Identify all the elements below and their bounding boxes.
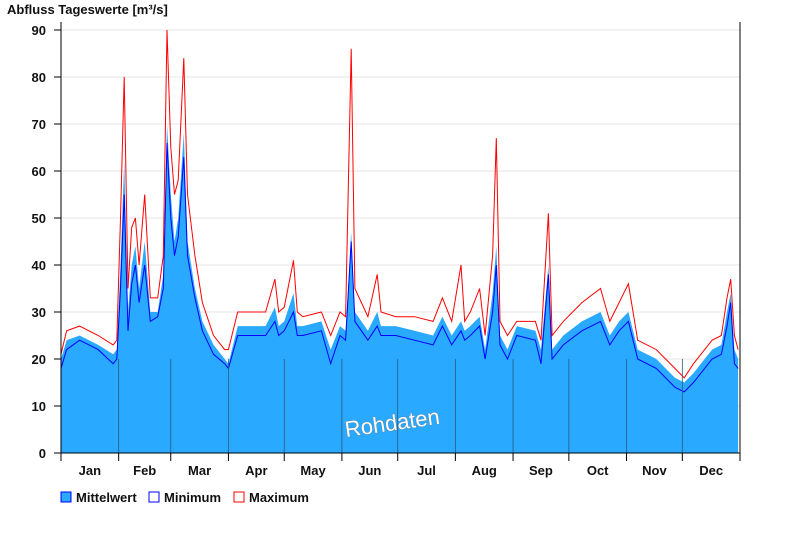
series-maximum-line xyxy=(60,29,739,379)
y-tick-label: 20 xyxy=(32,352,46,367)
legend-swatch-maximum xyxy=(233,491,245,503)
x-tick-label: Dec xyxy=(699,463,723,478)
y-tick-label: 50 xyxy=(32,211,46,226)
y-tick-label: 90 xyxy=(32,23,46,38)
x-tick-label: Jul xyxy=(417,463,436,478)
x-tick-label: Sep xyxy=(529,463,553,478)
x-tick-label: Apr xyxy=(245,463,267,478)
y-tick-label: 10 xyxy=(32,399,46,414)
legend-label-maximum: Maximum xyxy=(249,490,309,505)
y-tick-label: 70 xyxy=(32,117,46,132)
y-tick-label: 30 xyxy=(32,305,46,320)
y-tick-label: 40 xyxy=(32,258,46,273)
legend-label-minimum: Minimum xyxy=(164,490,221,505)
x-tick-label: May xyxy=(300,463,326,478)
x-tick-label: Mar xyxy=(188,463,211,478)
legend-swatch-mittelwert xyxy=(60,491,72,503)
x-tick-label: Jun xyxy=(358,463,381,478)
series-mittelwert-area xyxy=(61,124,739,453)
legend-label-mittelwert: Mittelwert xyxy=(76,490,137,505)
y-tick-label: 80 xyxy=(32,70,46,85)
x-tick-label: Aug xyxy=(472,463,497,478)
series-minimum-line xyxy=(60,142,739,393)
x-tick-label: Jan xyxy=(79,463,101,478)
legend-swatch-minimum xyxy=(148,491,160,503)
x-tick-label: Oct xyxy=(587,463,609,478)
y-tick-label: 0 xyxy=(39,446,46,461)
chart-title: Abfluss Tageswerte [m³/s] xyxy=(7,2,168,17)
x-tick-label: Nov xyxy=(642,463,667,478)
x-tick-label: Feb xyxy=(133,463,156,478)
y-tick-label: 60 xyxy=(32,164,46,179)
